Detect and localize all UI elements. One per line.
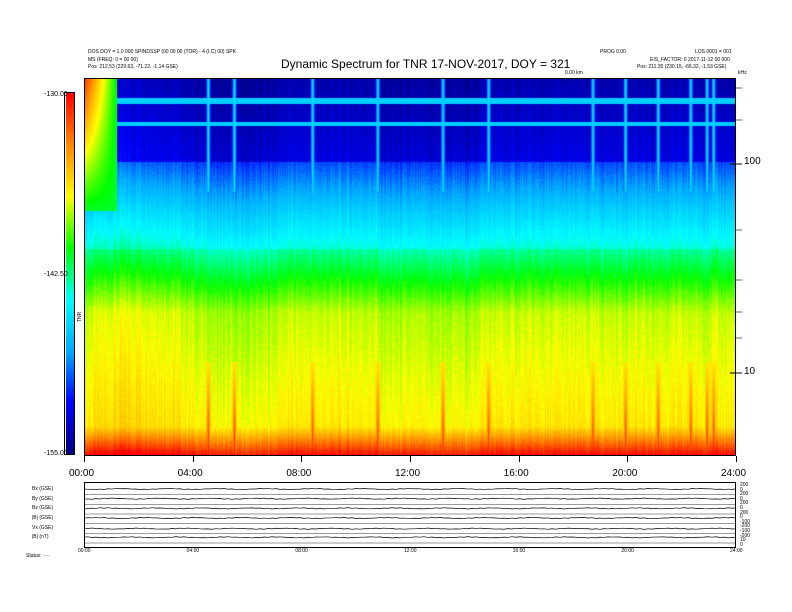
panel-line-0: [84, 487, 736, 491]
panel-right-tick: 0: [740, 505, 743, 511]
x-tick-mark: [192, 456, 194, 462]
y-tick-10: 10: [744, 366, 756, 377]
bottom-footer: Status: ····: [26, 553, 50, 559]
panel-right-tick: 200: [740, 500, 749, 507]
x-tick-label: 24:00: [721, 468, 747, 479]
panel-x-tick: 24:00: [730, 548, 743, 554]
header-left-line1: DOS DOY = 1.0 000 SPINDSSP (00 00 00 (TO…: [88, 49, 236, 55]
panel-x-tick: 04:00: [186, 548, 200, 554]
spectrogram-frame: [84, 78, 736, 456]
header-right-line2: EIS_FACTOR: 0 2017-11-12 00 000: [650, 57, 730, 63]
panel-line-1: [84, 497, 736, 500]
panel-right-tick: -100: [740, 528, 751, 534]
panel-label: Bx (GSE): [32, 486, 54, 492]
colorbar-tick-top: -130.00: [44, 91, 68, 98]
header-corner-small: kHz: [738, 70, 747, 76]
x-tick-label: 20:00: [612, 468, 638, 479]
panel-right-tick: -200: [740, 523, 751, 530]
header-right-line3: Pos: 211.35 (230.15, -66.32, -1.53 GSE): [637, 64, 727, 70]
panel-right-tick: -200: [740, 532, 751, 539]
x-tick-label: 08:00: [286, 468, 312, 479]
x-tick-label: 00:00: [69, 468, 95, 479]
panel-line-5: [84, 536, 736, 539]
panel-right-tick: 200: [740, 491, 749, 498]
panel-right-tick: 0: [740, 514, 743, 521]
header-center-small: 0.00 km: [565, 70, 583, 76]
panel-line-2: [84, 507, 736, 510]
x-tick-mark: [627, 456, 629, 462]
panel-right-tick: 0: [740, 495, 743, 502]
panel-right-tick: 10: [740, 537, 746, 544]
panel-x-tick: 00:00: [78, 548, 91, 554]
spectrogram-heatmap: [84, 78, 736, 456]
colorbar-label: TNR: [77, 311, 83, 322]
header-left-line2: MS (FREQ: 0 = 00 00): [88, 57, 138, 63]
panel-x-tick: 16:00: [512, 548, 526, 554]
x-tick-mark: [518, 456, 520, 462]
panel-right-tick: 0: [740, 541, 743, 548]
panel-right-tick: 200: [740, 482, 749, 488]
header-right-top2: LOS 0001 = 001: [695, 49, 732, 55]
x-tick-label: 04:00: [177, 468, 203, 479]
panel-label: Vx (GSE): [32, 524, 54, 531]
panel-x-tick: 12:00: [404, 548, 417, 554]
panel-right-tick: 0: [740, 486, 743, 493]
bottom-line-panels: [84, 487, 736, 544]
colorbar: [66, 93, 74, 455]
x-tick-mark: [84, 456, 85, 462]
panel-x-tick: 20:00: [621, 548, 634, 554]
x-tick-mark: [410, 456, 411, 462]
colorbar-frame: [64, 92, 75, 455]
panel-label: |B| (GSE): [32, 515, 54, 521]
bottom-panel-frame: [84, 482, 736, 548]
panel-x-tick: 08:00: [295, 548, 308, 554]
x-tick-label: 12:00: [395, 468, 421, 479]
y-tick-marks: [730, 87, 742, 374]
panel-right-tick: -100: [740, 518, 751, 525]
x-tick-mark: [736, 456, 737, 462]
colorbar-tick-mid: -142.50: [44, 271, 68, 278]
header-left-line3: Pos: 212.53 (229.63, -71.22, -1.14 GSE): [88, 64, 178, 70]
panel-label: By (GSE): [32, 495, 54, 502]
panel-label: |B| (nT): [32, 534, 49, 541]
panel-label: Bz (GSE): [32, 505, 54, 512]
header-right-top1: PROG 0.00: [600, 49, 626, 55]
panel-line-3: [84, 516, 736, 520]
x-tick-label: 16:00: [503, 468, 529, 479]
x-tick-mark: [301, 456, 303, 462]
panel-right-tick: 200: [740, 509, 749, 516]
y-tick-100: 100: [744, 156, 761, 167]
panel-line-4: [84, 527, 736, 530]
colorbar-tick-bottom: -155.00: [44, 450, 68, 457]
chart-title: Dynamic Spectrum for TNR 17-NOV-2017, DO…: [281, 57, 571, 71]
